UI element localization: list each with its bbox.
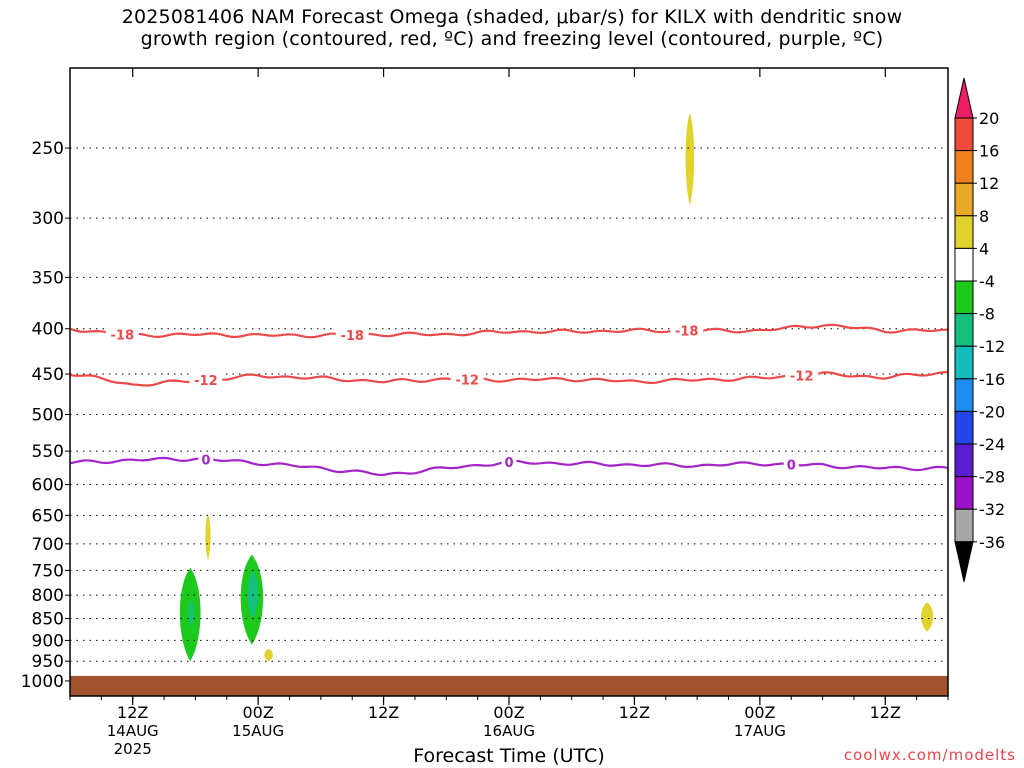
colorbar-label: -36 xyxy=(979,533,1005,552)
omega-region-1 xyxy=(205,514,211,560)
contour-1: -18 -18 -18 xyxy=(69,323,949,344)
colorbar-label: 8 xyxy=(979,207,989,226)
contour-label-bg xyxy=(189,372,223,387)
colorbar-label: -24 xyxy=(979,435,1005,454)
y-tick-label: 250 xyxy=(32,139,64,159)
colorbar-top-arrow xyxy=(954,77,974,119)
x-tick-label: 12Z xyxy=(117,703,148,722)
y-tick-label: 300 xyxy=(32,209,64,229)
colorbar-segment xyxy=(954,182,974,217)
y-tick-label: 800 xyxy=(32,586,64,606)
contour-label: 0 xyxy=(201,453,210,468)
colorbar-label: -16 xyxy=(979,370,1005,389)
x-tick-label: 00Z xyxy=(242,703,273,722)
x-axis-title: Forecast Time (UTC) xyxy=(413,745,605,767)
y-tick-label: 600 xyxy=(32,476,64,496)
contour-label-bg xyxy=(335,327,369,342)
colorbar-segment xyxy=(954,410,974,445)
contour-label: -12 xyxy=(790,369,814,384)
chart-title-line-1: 2025081406 NAM Forecast Omega (shaded, μ… xyxy=(121,6,903,28)
contour-label-bg xyxy=(198,452,214,467)
contour-label-bg xyxy=(501,455,517,470)
contour-label: 0 xyxy=(787,459,796,474)
omega-region-5 xyxy=(188,599,194,628)
contour-label: -12 xyxy=(194,374,218,389)
x-tick-label: 12Z xyxy=(870,703,901,722)
x-tick-date: 17AUG xyxy=(734,722,786,740)
colorbar-label: -4 xyxy=(979,272,995,291)
y-tick-label: 350 xyxy=(32,268,64,288)
colorbar-label: -28 xyxy=(979,468,1005,487)
colorbar-segment xyxy=(954,476,974,510)
x-tick-label: 12Z xyxy=(368,703,399,722)
colorbar-label: 20 xyxy=(979,109,999,128)
x-tick-date: 16AUG xyxy=(483,722,535,740)
colorbar-label: -20 xyxy=(979,402,1005,421)
colorbar-segment xyxy=(954,247,974,282)
x-tick-year: 2025 xyxy=(114,740,152,758)
colorbar-label: -32 xyxy=(979,500,1005,519)
colorbar-segment xyxy=(954,280,974,315)
colorbar-label: 4 xyxy=(979,239,989,258)
x-tick-date: 15AUG xyxy=(232,722,284,740)
omega-region-2 xyxy=(264,648,273,662)
contour-label: -18 xyxy=(675,325,699,340)
x-tick-date: 14AUG xyxy=(107,722,159,740)
colorbar-segment xyxy=(954,117,974,152)
y-tick-label: 400 xyxy=(32,320,64,340)
contour-label: -18 xyxy=(340,329,364,344)
colorbar-segment xyxy=(954,345,974,380)
x-tick-label: 12Z xyxy=(619,703,650,722)
y-tick-label: 900 xyxy=(32,631,64,651)
contour-label: -18 xyxy=(111,328,135,343)
y-tick-label: 950 xyxy=(32,652,64,672)
omega-region-3 xyxy=(921,602,934,632)
ground-surface xyxy=(70,675,948,696)
y-tick-label: 850 xyxy=(32,609,64,629)
contour-label-bg xyxy=(783,457,799,472)
contour-label-bg xyxy=(450,372,484,387)
colorbar-segment xyxy=(954,313,974,347)
contour-label-bg xyxy=(105,327,139,342)
colorbar-segment xyxy=(954,150,974,184)
y-tick-label: 700 xyxy=(32,535,64,555)
x-tick-label: 00Z xyxy=(493,703,524,722)
colorbar-segment xyxy=(954,215,974,249)
y-tick-label: 750 xyxy=(32,561,64,581)
colorbar-label: -8 xyxy=(979,305,995,324)
colorbar-bottom-arrow xyxy=(954,541,974,582)
colorbar-segment xyxy=(954,508,974,543)
contour-label: 0 xyxy=(504,456,513,471)
colorbar-label: -12 xyxy=(979,337,1005,356)
colorbar-label: 12 xyxy=(979,174,999,193)
contour-3: 0 0 0 xyxy=(69,452,949,477)
contour-line xyxy=(69,323,949,339)
y-tick-label: 650 xyxy=(32,506,64,526)
contour-label-bg xyxy=(785,368,819,383)
y-tick-label: 550 xyxy=(32,442,64,462)
credit-text: coolwx.com/modelts xyxy=(843,746,1016,764)
colorbar-segment xyxy=(954,378,974,412)
omega-region-0 xyxy=(685,112,695,206)
omega-region-7 xyxy=(247,570,259,619)
x-tick-label: 00Z xyxy=(744,703,775,722)
chart-title-line-2: growth region (contoured, red, ºC) and f… xyxy=(140,28,884,50)
y-tick-label: 500 xyxy=(32,405,64,425)
contour-2: -12 -12 -12 xyxy=(69,368,949,389)
colorbar-label: 16 xyxy=(979,142,999,161)
y-tick-label: 450 xyxy=(32,365,64,385)
contour-label: -12 xyxy=(455,373,479,388)
colorbar-segment xyxy=(954,443,974,478)
contour-label-bg xyxy=(670,323,704,338)
y-tick-label: 1000 xyxy=(21,672,64,692)
